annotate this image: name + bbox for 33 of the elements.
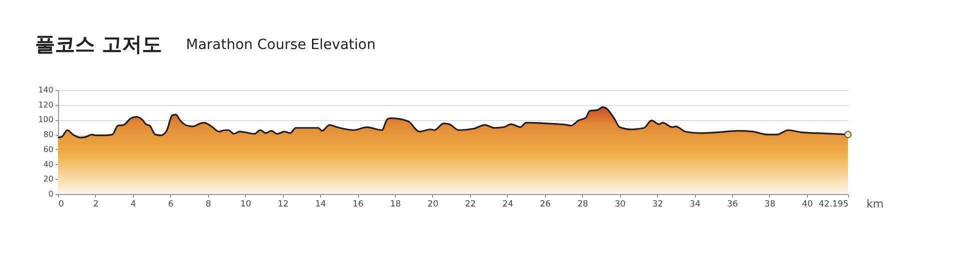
x-tick-label: 4	[130, 200, 136, 210]
x-tick-label: 16	[352, 200, 364, 210]
y-tick-label: 40	[43, 160, 54, 169]
y-tick-label: 120	[38, 100, 54, 110]
x-tick-label: 24	[502, 200, 514, 210]
y-tick-label: 0	[48, 190, 54, 198]
chart-subtitle: Marathon Course Elevation	[186, 37, 376, 53]
x-tick-label: 40	[802, 200, 813, 210]
x-tick-label: 42.195	[818, 200, 848, 210]
x-axis-title: km	[866, 198, 884, 210]
y-tick-label: 80	[43, 130, 54, 140]
x-tick-label: 38	[764, 200, 776, 210]
x-tick-label: 36	[727, 200, 738, 210]
x-tick-label: 28	[577, 200, 588, 210]
x-tick-label: 14	[315, 200, 326, 210]
x-tick-label: 12	[278, 200, 289, 210]
x-tick-label: 22	[464, 200, 476, 210]
x-tick-label: 18	[390, 200, 401, 210]
x-tick-label: 6	[168, 200, 174, 210]
x-tick-label: 34	[690, 200, 700, 210]
x-tick-label: 0	[58, 200, 64, 210]
y-tick-label: 60	[43, 144, 54, 154]
y-tick-label: 20	[43, 174, 54, 184]
x-tick-label: 10	[240, 200, 252, 210]
x-tick-label: 30	[614, 200, 626, 210]
y-tick-label: 100	[38, 115, 54, 124]
x-tick-label: 20	[428, 200, 438, 210]
x-tick-label: 2	[93, 200, 99, 210]
y-tick-label: 140	[38, 86, 54, 94]
x-tick-label: 8	[206, 200, 211, 210]
chart-title: 풀코스 고저도	[35, 32, 162, 56]
x-tick-label: 32	[652, 200, 664, 210]
x-tick-label: 26	[540, 200, 551, 210]
